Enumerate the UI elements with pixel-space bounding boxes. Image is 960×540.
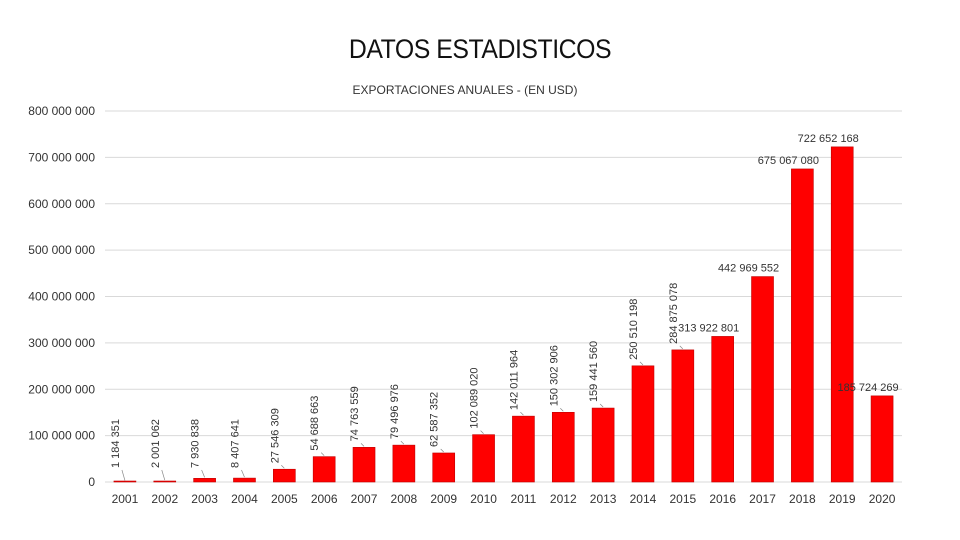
data-label: 284 875 078 xyxy=(668,283,680,344)
data-label: 185 724 269 xyxy=(837,382,898,394)
data-labels: 1 184 351 2 001 062 7 930 838 8 407 641 27 5… xyxy=(110,133,899,468)
data-label: 313 922 801 xyxy=(678,322,739,334)
x-tick-label: 2004 xyxy=(231,492,258,506)
y-tick-label: 0 xyxy=(88,475,95,489)
data-label: 675 067 080 xyxy=(758,155,819,167)
bar xyxy=(671,349,695,483)
x-tick-label: 2008 xyxy=(391,492,418,506)
x-tick-label: 2013 xyxy=(590,492,617,506)
y-tick-label: 600 000 000 xyxy=(28,197,95,211)
data-label: 1 184 351 xyxy=(110,419,122,468)
label-leader xyxy=(599,403,604,408)
y-tick-label: 200 000 000 xyxy=(28,382,95,396)
label-leader xyxy=(639,361,644,366)
data-label: 2 001 062 xyxy=(150,419,162,468)
label-leader xyxy=(360,443,365,447)
label-leader xyxy=(679,345,684,350)
bar xyxy=(432,452,456,483)
x-tick-label: 2015 xyxy=(669,492,696,506)
x-tick-label: 2003 xyxy=(191,492,218,506)
data-label: 442 969 552 xyxy=(718,263,779,275)
x-tick-label: 2017 xyxy=(749,492,776,506)
x-tick-label: 2016 xyxy=(709,492,736,506)
data-label: 150 302 906 xyxy=(548,345,560,406)
data-label: 102 089 020 xyxy=(469,367,481,428)
bar xyxy=(153,480,177,483)
label-leader xyxy=(281,464,285,469)
bar xyxy=(352,447,376,483)
bar xyxy=(233,477,256,483)
bar xyxy=(113,480,137,483)
x-axis: 2001 2002 2003 2004 2005 2006 2007 2008 2009 2010… xyxy=(112,492,896,506)
data-label: 159 441 560 xyxy=(588,341,600,402)
bar xyxy=(392,444,416,483)
bar xyxy=(472,434,495,483)
data-label: 8 407 641 xyxy=(229,419,241,468)
bar xyxy=(870,395,894,483)
x-tick-label: 2002 xyxy=(151,492,178,506)
bar xyxy=(193,478,216,483)
label-leader xyxy=(400,440,405,445)
bar xyxy=(551,411,575,483)
x-tick-label: 2019 xyxy=(829,492,856,506)
page-title: DATOS ESTADISTICOS xyxy=(348,34,612,64)
bars xyxy=(113,146,894,483)
y-tick-label: 400 000 000 xyxy=(28,290,95,304)
x-tick-label: 2014 xyxy=(630,492,657,506)
label-leader xyxy=(161,469,166,481)
label-leader xyxy=(520,411,524,416)
data-label: 54 688 663 xyxy=(309,396,321,451)
y-tick-label: 800 000 000 xyxy=(28,104,95,118)
y-tick-label: 300 000 000 xyxy=(28,336,95,350)
label-leader xyxy=(201,469,205,478)
bar xyxy=(312,456,336,483)
label-leader xyxy=(121,469,126,481)
x-tick-label: 2010 xyxy=(470,492,497,506)
label-leaders xyxy=(121,345,684,481)
label-leader xyxy=(440,448,444,453)
bar xyxy=(791,168,814,483)
y-tick-label: 500 000 000 xyxy=(28,243,95,257)
bar xyxy=(591,407,615,483)
label-leader xyxy=(241,469,245,478)
label-leader xyxy=(560,408,564,412)
bar xyxy=(830,146,854,483)
x-tick-label: 2009 xyxy=(430,492,457,506)
bar xyxy=(273,468,296,483)
label-leader xyxy=(320,452,325,456)
bar xyxy=(711,336,734,483)
x-tick-label: 2018 xyxy=(789,492,816,506)
x-tick-label: 2005 xyxy=(271,492,298,506)
bar xyxy=(512,415,535,483)
data-label: 27 546 309 xyxy=(269,408,281,463)
bar xyxy=(631,365,655,483)
data-label: 142 011 964 xyxy=(508,350,520,410)
x-tick-label: 2006 xyxy=(311,492,338,506)
data-label: 722 652 168 xyxy=(798,133,859,145)
bar xyxy=(751,276,774,483)
x-tick-label: 2020 xyxy=(869,492,896,506)
chart-title: EXPORTACIONES ANUALES - (EN USD) xyxy=(353,83,578,97)
x-tick-label: 2001 xyxy=(112,492,139,506)
data-label: 62 587 352 xyxy=(429,392,441,447)
y-tick-label: 100 000 000 xyxy=(28,429,95,443)
y-axis: 0 100 000 000 200 000 000 300 000 000 400 00… xyxy=(28,104,95,489)
label-leader xyxy=(480,430,484,434)
data-label: 250 510 198 xyxy=(628,299,640,360)
data-label: 74 763 559 xyxy=(349,386,361,441)
data-label: 7 930 838 xyxy=(190,419,202,468)
x-tick-label: 2011 xyxy=(511,492,537,506)
x-tick-label: 2012 xyxy=(550,492,577,506)
data-label: 79 496 976 xyxy=(389,384,401,439)
y-tick-label: 700 000 000 xyxy=(28,150,95,164)
x-tick-label: 2007 xyxy=(351,492,378,506)
